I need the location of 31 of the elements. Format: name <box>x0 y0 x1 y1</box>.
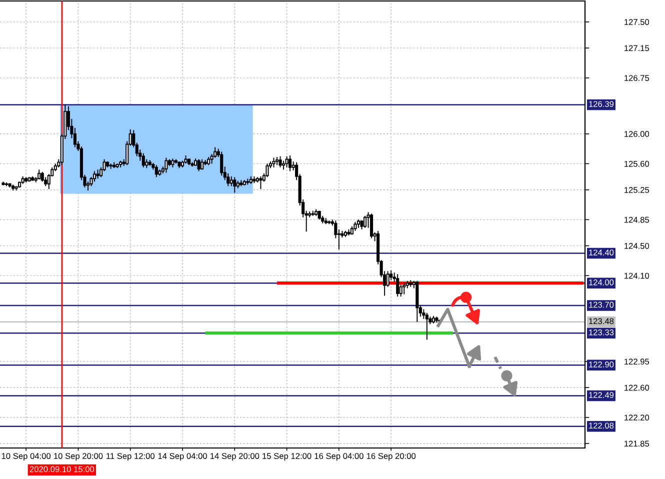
x-tick-label: 14 Sep 04:00 <box>158 453 207 461</box>
x-tick-label: 2020.09.10 15:00 <box>30 466 94 472</box>
ref-line-label: 122.90 <box>589 362 614 368</box>
y-tick-label: 127.50 <box>624 19 650 25</box>
ref-line-label: 123.70 <box>589 302 614 308</box>
y-tick-label: 121.85 <box>624 440 650 447</box>
x-tick-label: 10 Sep 04:00 <box>2 453 51 461</box>
x-tick-label: 16 Sep 04:00 <box>314 453 364 461</box>
ref-line-label: 123.48 <box>589 318 614 324</box>
x-tick-label: 10 Sep 20:00 <box>54 453 103 461</box>
x-tick-label: 16 Sep 20:00 <box>366 453 416 461</box>
y-tick-label: 124.10 <box>624 272 650 279</box>
ref-line-label: 126.39 <box>589 101 614 107</box>
y-tick-label: 122.60 <box>624 384 650 391</box>
x-tick-label: 14 Sep 20:00 <box>210 453 260 461</box>
ref-line-label: 124.40 <box>589 250 614 256</box>
y-tick-label: 126.75 <box>624 75 650 81</box>
ref-line-label: 124.00 <box>589 279 614 286</box>
y-tick-label: 122.95 <box>624 358 650 365</box>
y-tick-label: 126.00 <box>624 131 650 137</box>
y-tick-label: 125.60 <box>624 160 650 167</box>
y-tick-label: 122.20 <box>624 414 650 421</box>
y-tick-label: 125.25 <box>624 187 650 193</box>
y-tick-label: 124.85 <box>624 216 650 223</box>
x-tick-label: 15 Sep 12:00 <box>262 453 312 461</box>
x-tick-label: 11 Sep 12:00 <box>106 453 155 461</box>
ref-line-label: 123.33 <box>589 329 614 336</box>
ref-line-label: 122.08 <box>589 422 614 429</box>
y-tick-label: 124.50 <box>624 242 650 249</box>
y-tick-label: 127.15 <box>624 45 650 52</box>
ref-line-label: 122.49 <box>589 392 614 398</box>
